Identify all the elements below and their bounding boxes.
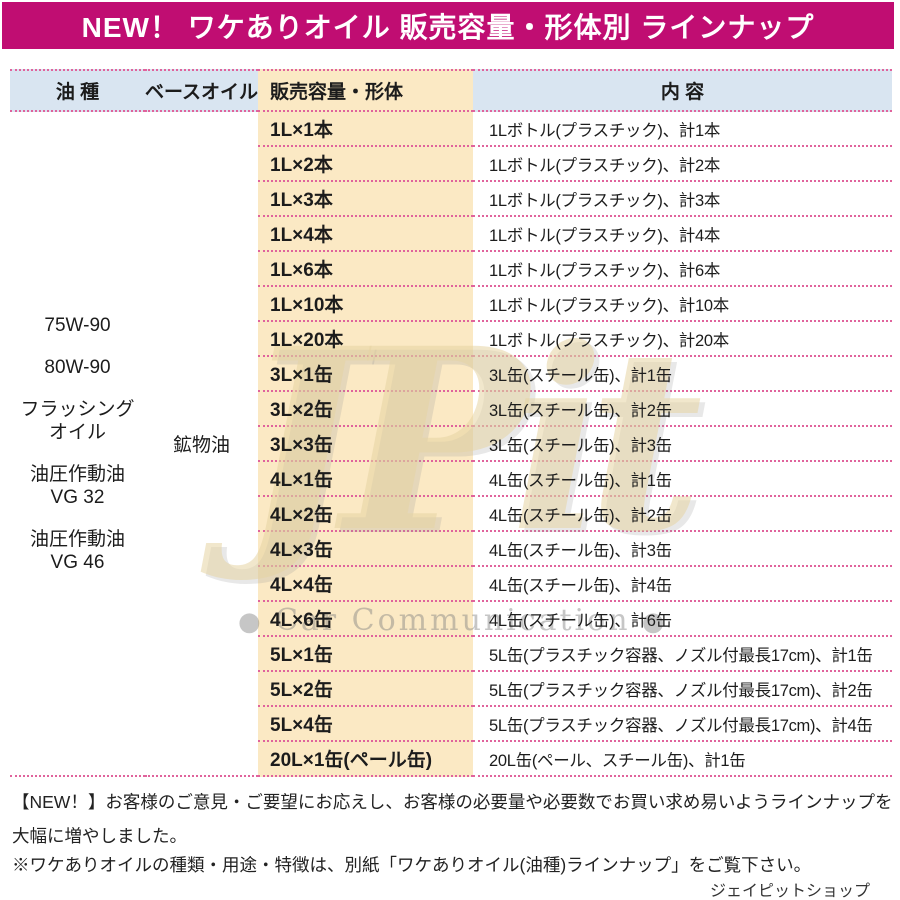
oil-type-item: 油圧作動油 VG 46 — [29, 528, 125, 573]
volume-form-cell: 3L×3缶 — [258, 427, 473, 462]
oil-type-item: 油圧作動油 VG 32 — [29, 463, 125, 508]
oil-type-item: フラッシング オイル — [20, 398, 135, 443]
content-cell: 20L缶(ペール、スチール缶)、計1缶 — [473, 742, 892, 777]
content-cell: 1Lボトル(プラスチック)、計1本 — [473, 112, 892, 147]
footnote-line-2: 大幅に増やしました。 — [12, 826, 187, 846]
content-cell: 4L缶(スチール缶)、計2缶 — [473, 497, 892, 532]
volume-form-cell: 3L×1缶 — [258, 357, 473, 392]
content-cell: 5L缶(プラスチック容器、ノズル付最長17cm)、計1缶 — [473, 637, 892, 672]
volume-form-cell: 4L×2缶 — [258, 497, 473, 532]
volume-form-cell: 4L×6缶 — [258, 602, 473, 637]
volume-form-cell: 4L×4缶 — [258, 567, 473, 602]
column-header-base-oil: ベースオイル — [145, 69, 258, 112]
oil-type-item: 80W-90 — [44, 356, 111, 378]
lineup-table: 油 種 ベースオイル 販売容量・形体 内 容 75W-90 80W-90 フラッシン… — [10, 69, 892, 777]
volume-form-cell: 5L×2缶 — [258, 672, 473, 707]
volume-form-cell: 4L×3缶 — [258, 532, 473, 567]
base-oil-value: 鉱物油 — [172, 435, 230, 456]
content-cell: 1Lボトル(プラスチック)、計3本 — [473, 182, 892, 217]
content-cell: 4L缶(スチール缶)、計4缶 — [473, 567, 892, 602]
shop-name: ジェイピットショップ — [709, 883, 870, 900]
content-cell: 4L缶(スチール缶)、計6缶 — [473, 602, 892, 637]
volume-form-cell: 1L×2本 — [258, 147, 473, 182]
volume-form-cell: 1L×1本 — [258, 112, 473, 147]
content-cell: 5L缶(プラスチック容器、ノズル付最長17cm)、計2缶 — [473, 672, 892, 707]
oil-type-cell: 75W-90 80W-90 フラッシング オイル 油圧作動油 VG 32 油圧作動油 VG 4… — [10, 112, 145, 777]
volume-form-cell: 1L×10本 — [258, 287, 473, 322]
content-cell: 4L缶(スチール缶)、計1缶 — [473, 462, 892, 497]
volume-form-cell: 20L×1缶(ペール缶) — [258, 742, 473, 777]
oil-type-item: 75W-90 — [44, 314, 111, 336]
volume-form-cell: 1L×6本 — [258, 252, 473, 287]
volume-form-cell: 5L×4缶 — [258, 707, 473, 742]
volume-form-cell: 3L×2缶 — [258, 392, 473, 427]
volume-form-cell: 4L×1缶 — [258, 462, 473, 497]
volume-form-cell: 1L×20本 — [258, 322, 473, 357]
column-header-volume-form: 販売容量・形体 — [258, 69, 473, 112]
column-header-oil-type: 油 種 — [10, 69, 145, 112]
footnote-line-3: ※ワケありオイルの種類・用途・特徴は、別紙「ワケありオイル(油種)ラインナップ」… — [12, 855, 812, 875]
content-cell: 3L缶(スチール缶)、計3缶 — [473, 427, 892, 462]
volume-form-cell: 5L×1缶 — [258, 637, 473, 672]
content-cell: 3L缶(スチール缶)、計2缶 — [473, 392, 892, 427]
base-oil-cell: 鉱物油 — [145, 112, 258, 777]
header-banner: NEW！ ワケありオイル 販売容量・形体別 ラインナップ — [2, 2, 894, 49]
content-cell: 1Lボトル(プラスチック)、計4本 — [473, 217, 892, 252]
content-cell: 1Lボトル(プラスチック)、計10本 — [473, 287, 892, 322]
volume-form-cell: 1L×3本 — [258, 182, 473, 217]
content-cell: 1Lボトル(プラスチック)、計2本 — [473, 147, 892, 182]
content-cell: 3L缶(スチール缶)、計1缶 — [473, 357, 892, 392]
volume-form-cell: 1L×4本 — [258, 217, 473, 252]
page-title: NEW！ ワケありオイル 販売容量・形体別 ラインナップ — [81, 11, 815, 43]
content-cell: 4L缶(スチール缶)、計3缶 — [473, 532, 892, 567]
content-cell: 5L缶(プラスチック容器、ノズル付最長17cm)、計4缶 — [473, 707, 892, 742]
content-cell: 1Lボトル(プラスチック)、計20本 — [473, 322, 892, 357]
footnote-line-1: 【NEW！】お客様のご意見・ご要望にお応えし、お客様の必要量や必要数でお買い求め… — [12, 792, 893, 812]
column-header-content: 内 容 — [473, 69, 892, 112]
content-cell: 1Lボトル(プラスチック)、計6本 — [473, 252, 892, 287]
